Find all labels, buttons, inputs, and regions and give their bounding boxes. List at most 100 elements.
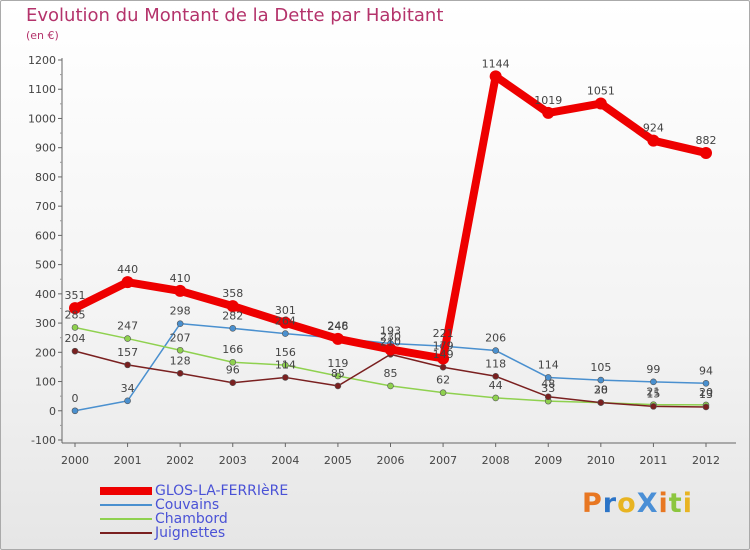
data-label: 285 — [65, 308, 86, 321]
data-point — [387, 382, 394, 390]
data-point — [334, 382, 342, 390]
y-tick-label: 1100 — [28, 83, 56, 96]
data-point — [229, 379, 237, 387]
legend-swatch — [100, 518, 152, 520]
data-label: 298 — [170, 305, 191, 318]
data-label: 21 — [646, 386, 660, 399]
legend-swatch — [100, 532, 152, 534]
data-label: 156 — [275, 346, 296, 359]
data-label: 157 — [117, 346, 138, 359]
data-label: 1144 — [482, 57, 510, 70]
data-point — [282, 330, 289, 337]
data-label: 30 — [594, 384, 608, 397]
data-label: 85 — [331, 367, 345, 380]
data-point — [439, 389, 447, 396]
legend-label: GLOS-LA-FERRIèRE — [155, 483, 289, 499]
data-point — [71, 347, 79, 355]
y-tick-label: -100 — [31, 434, 56, 447]
data-label: 206 — [485, 332, 506, 345]
x-tick-label: 2007 — [429, 454, 457, 467]
data-point — [282, 374, 289, 381]
data-point — [492, 372, 499, 380]
y-tick-label: 0 — [49, 405, 56, 418]
y-tick-label: 100 — [35, 376, 56, 389]
data-label: 44 — [489, 379, 503, 392]
data-label: 440 — [117, 263, 138, 276]
data-label: 96 — [226, 364, 240, 377]
y-tick-label: 300 — [35, 317, 56, 330]
x-tick-label: 2011 — [639, 454, 667, 467]
data-label: 207 — [170, 331, 191, 344]
x-tick-label: 2002 — [166, 454, 194, 467]
data-label: 882 — [696, 134, 717, 147]
data-point — [229, 325, 237, 332]
data-point — [71, 324, 79, 331]
data-point — [700, 146, 712, 159]
x-tick-label: 2003 — [219, 454, 247, 467]
data-label: 247 — [117, 320, 138, 333]
data-label: 13 — [699, 388, 713, 401]
data-point — [176, 370, 184, 377]
data-label: 34 — [121, 382, 135, 395]
data-point — [492, 394, 499, 402]
y-tick-label: 800 — [35, 171, 56, 184]
data-point — [226, 300, 239, 313]
data-point — [702, 379, 710, 387]
data-point — [282, 361, 289, 369]
chart-title: Evolution du Montant de la Dette par Hab… — [26, 5, 444, 26]
data-point — [124, 335, 131, 342]
legend-label: Couvains — [155, 497, 220, 513]
data-label: 119 — [327, 357, 348, 370]
data-label: 114 — [538, 358, 559, 371]
data-label: 230 — [380, 330, 401, 343]
x-tick-label: 2010 — [587, 454, 615, 467]
data-label: 28 — [594, 384, 608, 397]
data-point — [384, 343, 397, 356]
y-tick-label: 1200 — [28, 54, 56, 67]
data-label: 210 — [380, 335, 401, 348]
data-label: 20 — [699, 386, 713, 399]
data-point — [279, 316, 292, 329]
data-label: 149 — [433, 348, 454, 361]
data-point — [702, 403, 710, 411]
data-point — [489, 70, 502, 83]
data-label: 48 — [541, 378, 555, 391]
data-label: 85 — [384, 367, 398, 380]
x-tick-label: 2005 — [324, 454, 352, 467]
y-tick-label: 600 — [35, 229, 56, 242]
data-point — [439, 363, 447, 371]
y-tick-label: 500 — [35, 259, 56, 272]
x-tick-label: 2001 — [114, 454, 142, 467]
data-label: 358 — [222, 287, 243, 300]
legend-label: Juignettes — [155, 525, 226, 541]
data-point — [69, 302, 81, 315]
data-label: 246 — [327, 320, 348, 333]
x-tick-label: 2008 — [482, 454, 510, 467]
data-label: 410 — [170, 272, 191, 285]
y-tick-label: 900 — [35, 142, 56, 155]
data-label: 0 — [72, 392, 79, 405]
x-tick-label: 2006 — [377, 454, 405, 467]
data-label: 118 — [485, 357, 506, 370]
data-label: 179 — [433, 339, 454, 352]
data-point — [124, 361, 131, 369]
x-tick-label: 2009 — [534, 454, 562, 467]
data-point — [542, 106, 555, 119]
data-point — [176, 320, 184, 327]
data-point — [331, 332, 344, 345]
data-label: 94 — [699, 364, 713, 377]
legend-swatch — [100, 504, 152, 506]
data-label: 351 — [65, 289, 86, 302]
data-label: 924 — [643, 122, 664, 135]
y-tick-label: 700 — [35, 200, 56, 213]
y-tick-label: 1000 — [28, 112, 56, 125]
data-point — [597, 399, 605, 406]
data-label: 33 — [541, 382, 555, 395]
data-point — [229, 358, 237, 366]
data-point — [544, 393, 552, 401]
data-label: 1051 — [587, 85, 615, 98]
data-point — [174, 284, 187, 297]
proxiti-logo: ProXiti — [582, 488, 693, 519]
